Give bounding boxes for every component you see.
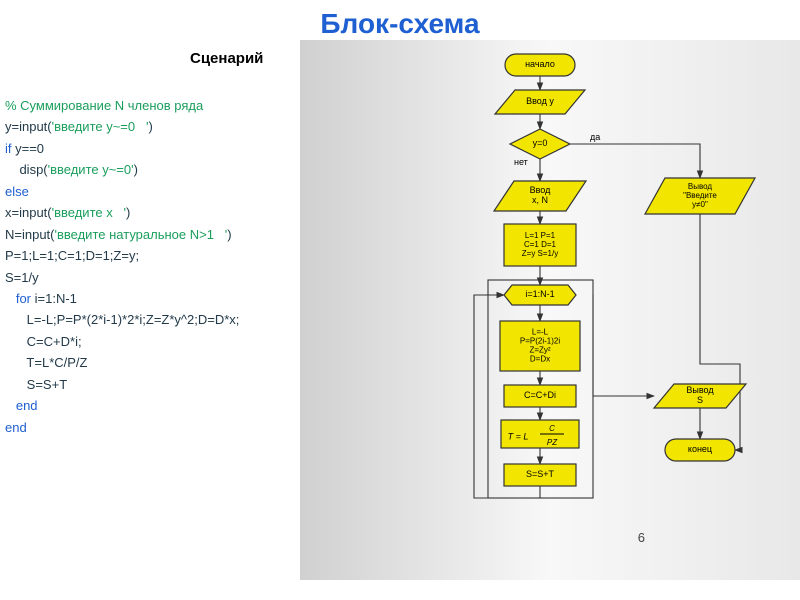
code-line: S=S+T (5, 374, 300, 395)
svg-text:L=1 P=1C=1 D=1Z=y S=1/y: L=1 P=1C=1 D=1Z=y S=1/y (522, 231, 558, 258)
code-line: else (5, 181, 300, 202)
svg-text:i=1:N-1: i=1:N-1 (525, 289, 554, 299)
svg-text:Ввод y: Ввод y (526, 96, 554, 106)
svg-text:начало: начало (525, 59, 555, 69)
svg-text:C=C+Di: C=C+Di (524, 390, 556, 400)
page-number: 6 (638, 530, 645, 545)
code-line: y=input('введите y~=0 ') (5, 116, 300, 137)
svg-text:PZ: PZ (547, 438, 558, 447)
code-line: for i=1:N-1 (5, 288, 300, 309)
code-line: end (5, 395, 300, 416)
code-line: C=C+D*i; (5, 331, 300, 352)
svg-text:да: да (590, 132, 600, 142)
code-line: P=1;L=1;C=1;D=1;Z=y; (5, 245, 300, 266)
svg-text:y=0: y=0 (533, 138, 548, 148)
code-line: % Суммирование N членов ряда (5, 95, 300, 116)
code-line: N=input('введите натуральное N>1 ') (5, 224, 300, 245)
page-title: Блок-схема (0, 8, 800, 40)
svg-text:T = L: T = L (508, 431, 529, 441)
flowchart-panel: нет да начало Ввод y y=0 Вводx, N L=1 P=1C=1 … (300, 40, 800, 580)
title-text: Блок-схема (320, 8, 479, 39)
code-line: if y==0 (5, 138, 300, 159)
svg-text:нет: нет (514, 157, 528, 167)
svg-text:C: C (549, 424, 555, 433)
code-line: disp('введите y~=0') (5, 159, 300, 180)
code-line: S=1/y (5, 267, 300, 288)
svg-text:Вводx, N: Вводx, N (530, 185, 551, 205)
code-line: end (5, 417, 300, 438)
code-listing: % Суммирование N членов рядаy=input('вве… (5, 95, 300, 438)
code-line: x=input('введите x ') (5, 202, 300, 223)
code-line: T=L*C/P/Z (5, 352, 300, 373)
scenario-heading: Сценарий (190, 50, 263, 67)
flowchart-svg: нет да начало Ввод y y=0 Вводx, N L=1 P=1C=1 … (300, 40, 800, 580)
svg-text:S=S+T: S=S+T (526, 469, 555, 479)
code-line: L=-L;P=P*(2*i-1)*2*i;Z=Z*y^2;D=D*x; (5, 309, 300, 330)
svg-text:конец: конец (688, 444, 712, 454)
